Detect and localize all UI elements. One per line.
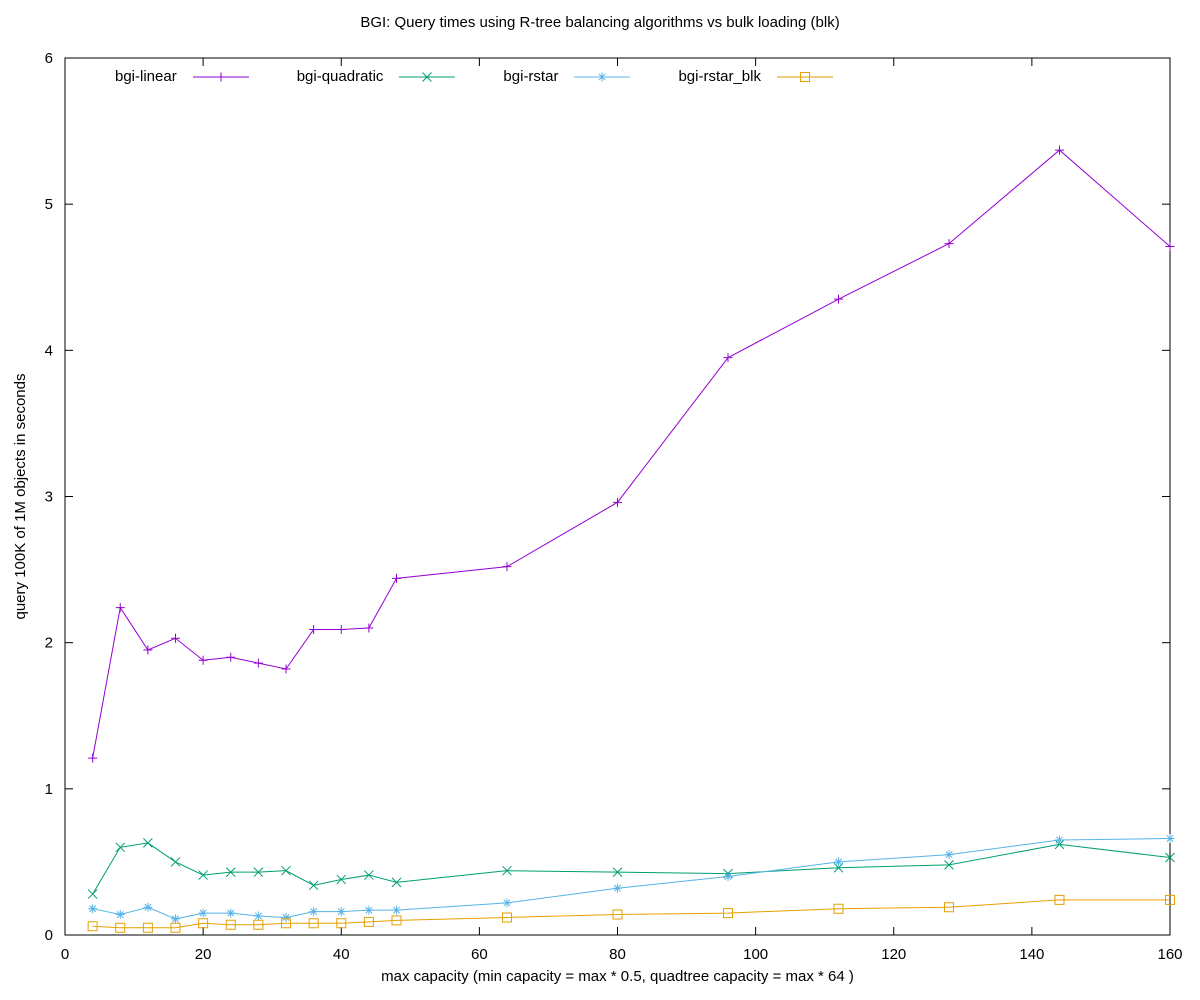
legend-sample-line [574, 72, 631, 81]
legend-item-bgi-rstar_blk: bgi-rstar_blk [678, 68, 835, 85]
x-tick-label: 80 [609, 946, 626, 963]
x-tick-label: 100 [743, 946, 768, 963]
legend-item-bgi-quadratic: bgi-quadratic [297, 68, 458, 85]
legend-sample-line [192, 72, 249, 81]
plot-border [64, 57, 1171, 936]
legend-item-bgi-linear: bgi-linear [115, 68, 251, 85]
y-tick-label: 3 [45, 489, 53, 506]
y-tick-label: 0 [45, 927, 53, 944]
legend-item-bgi-rstar: bgi-rstar [503, 68, 632, 85]
x-tick-label: 120 [881, 946, 906, 963]
series-bgi-rstar [88, 834, 1175, 924]
y-tick-label: 1 [45, 781, 53, 798]
series-markers [87, 838, 1175, 899]
series-bgi-quadratic [87, 838, 1175, 899]
y-tick-label: 5 [45, 196, 53, 213]
y-tick-label: 2 [45, 635, 53, 652]
series-line [92, 838, 1171, 920]
legend-sample-line [399, 71, 456, 82]
series-bgi-rstar_blk [87, 894, 1175, 933]
series-line [92, 899, 1170, 929]
series-markers [88, 145, 1175, 763]
x-axis-label: max capacity (min capacity = max * 0.5, … [381, 968, 854, 985]
x-tick-label: 0 [61, 946, 69, 963]
x-tick-label: 160 [1157, 946, 1182, 963]
y-tick-label: 6 [45, 50, 53, 67]
legend-label: bgi-rstar_blk [678, 68, 761, 85]
x-tick-label: 60 [471, 946, 488, 963]
chart-title: BGI: Query times using R-tree balancing … [360, 14, 840, 31]
legend-sample-line [776, 71, 833, 82]
series-bgi-linear [88, 145, 1175, 763]
legend-label: bgi-quadratic [296, 68, 384, 85]
series-markers [88, 834, 1175, 924]
x-tick-label: 40 [333, 946, 350, 963]
x-tick-label: 140 [1019, 946, 1044, 963]
legend: bgi-linear bgi-quadratic bgi-rstar bgi-rsta… [115, 68, 835, 85]
legend-label: bgi-linear [115, 68, 177, 85]
series-line [92, 149, 1171, 759]
legend-label: bgi-rstar [503, 68, 559, 85]
axis-tick-labels: 0 20 40 60 80 100 120 140 160 0 1 2 3 4 5 6 [45, 50, 1183, 963]
axis-ticks [64, 57, 1171, 936]
y-tick-label: 4 [45, 342, 53, 359]
x-tick-label: 20 [195, 946, 212, 963]
series-markers [87, 894, 1175, 933]
